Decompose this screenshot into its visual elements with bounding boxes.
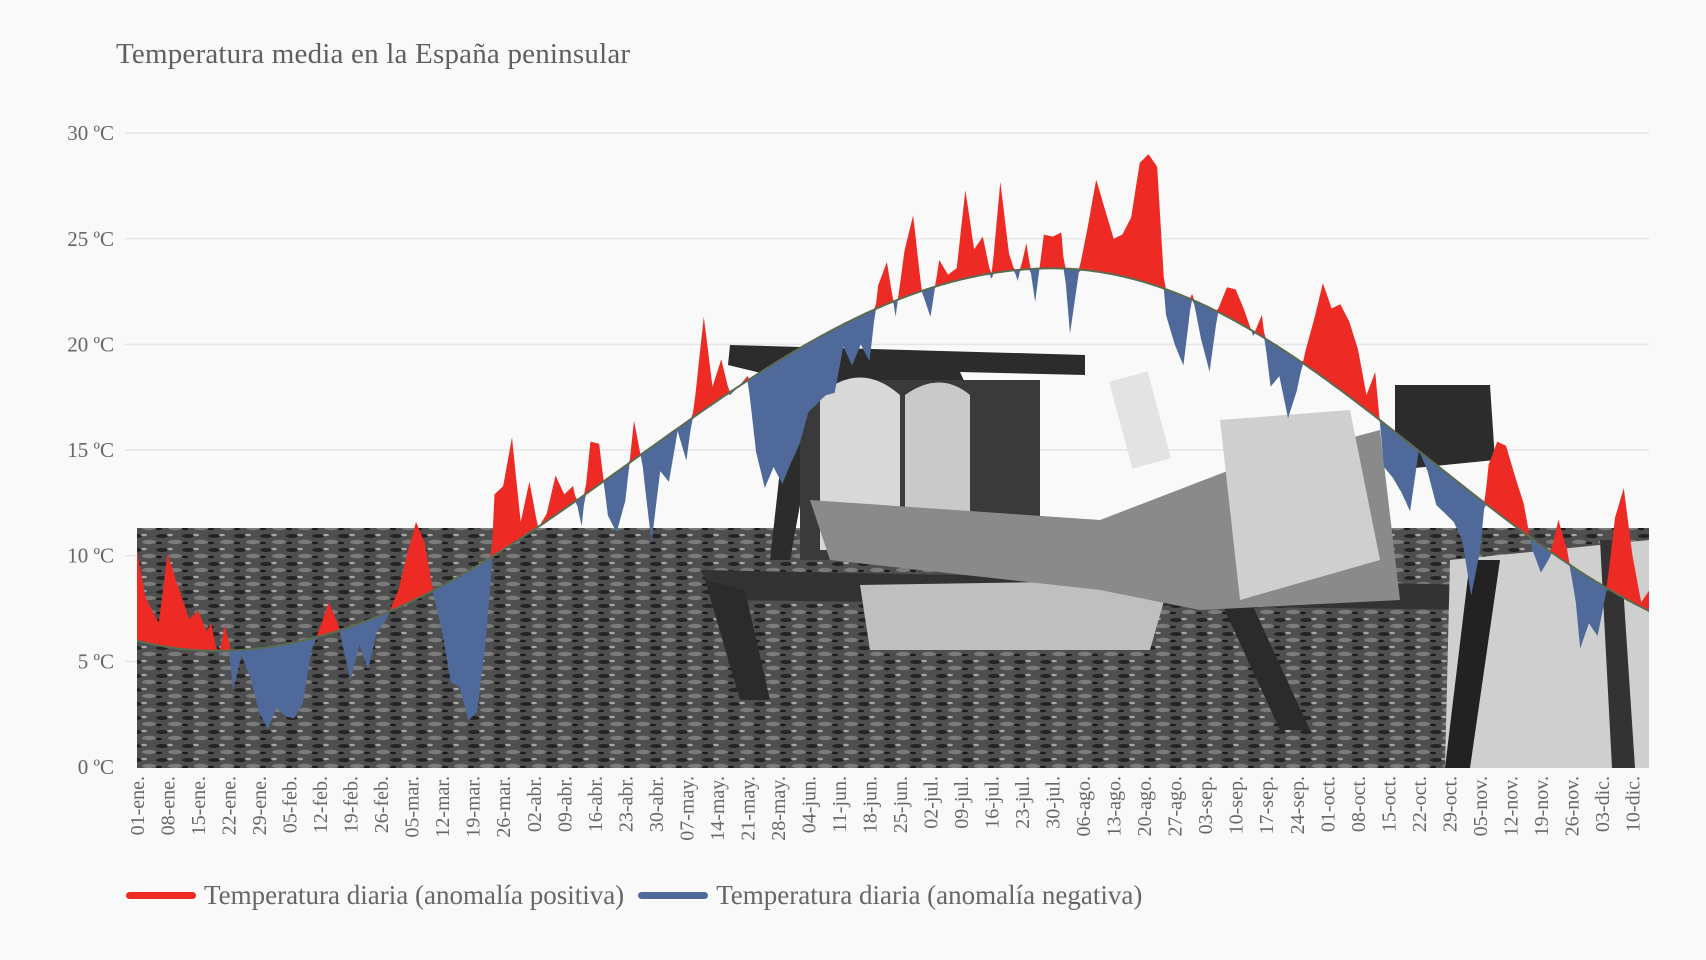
positive-anomaly-area <box>137 154 1649 651</box>
legend-item-positive[interactable]: Temperatura diaria (anomalía positiva) <box>126 880 624 911</box>
x-tick-label: 02-abr. <box>524 776 546 832</box>
x-tick-label: 28-may. <box>768 776 790 841</box>
legend-swatch-negative <box>638 892 709 899</box>
x-tick-label: 08-ene. <box>158 776 180 835</box>
y-axis: 0 ºC 5 ºC 10 ºC 15 ºC 20 ºC 25 ºC 30 ºC <box>67 121 114 779</box>
y-tick-label: 20 ºC <box>67 332 114 356</box>
x-tick-label: 09-jul. <box>951 776 973 829</box>
x-tick-label: 05-feb. <box>280 776 302 833</box>
x-tick-label: 08-oct. <box>1348 776 1370 832</box>
x-tick-label: 12-mar. <box>432 776 454 838</box>
legend-swatch-positive <box>126 892 196 899</box>
x-tick-label: 15-oct. <box>1378 776 1400 832</box>
x-tick-label: 23-abr. <box>615 776 637 832</box>
x-tick-label: 12-feb. <box>310 776 332 833</box>
x-tick-label: 30-abr. <box>646 776 668 832</box>
x-tick-label: 04-jun. <box>798 776 820 833</box>
legend-label-positive: Temperatura diaria (anomalía positiva) <box>204 880 625 910</box>
x-tick-label: 10-sep. <box>1226 776 1248 834</box>
x-tick-label: 26-nov. <box>1561 776 1583 836</box>
y-tick-label: 0 ºC <box>78 755 114 779</box>
x-tick-label: 03-dic. <box>1592 776 1614 832</box>
x-tick-label: 30-jul. <box>1043 776 1065 829</box>
x-tick-label: 01-oct. <box>1317 776 1339 832</box>
x-tick-label: 17-sep. <box>1256 776 1278 834</box>
x-tick-label: 01-ene. <box>127 776 149 835</box>
y-tick-label: 5 ºC <box>78 649 114 673</box>
x-tick-label: 19-feb. <box>341 776 363 833</box>
x-tick-label: 05-mar. <box>402 776 424 838</box>
x-tick-label: 10-dic. <box>1622 776 1644 832</box>
x-tick-label: 24-sep. <box>1287 776 1309 834</box>
x-tick-label: 03-sep. <box>1195 776 1217 834</box>
x-axis: 01-ene. 08-ene. 15-ene. 22-ene. 29-ene. 05-fe… <box>127 776 1644 841</box>
x-tick-label: 07-may. <box>676 776 698 841</box>
x-tick-label: 12-nov. <box>1500 776 1522 836</box>
x-tick-label: 26-feb. <box>371 776 393 833</box>
x-tick-label: 22-oct. <box>1409 776 1431 832</box>
x-tick-label: 27-ago. <box>1165 776 1187 837</box>
x-tick-label: 21-may. <box>737 776 759 841</box>
y-tick-label: 30 ºC <box>67 121 114 145</box>
x-tick-label: 13-ago. <box>1104 776 1126 837</box>
x-tick-label: 15-ene. <box>188 776 210 835</box>
chart-title: Temperatura media en la España peninsula… <box>116 38 631 70</box>
x-tick-label: 16-abr. <box>585 776 607 832</box>
x-tick-label: 25-jun. <box>890 776 912 833</box>
x-tick-label: 14-may. <box>707 776 729 841</box>
legend: Temperatura diaria (anomalía positiva) T… <box>126 880 1156 911</box>
beach-photo-background <box>137 345 1649 768</box>
x-tick-label: 19-mar. <box>463 776 485 838</box>
x-tick-label: 11-jun. <box>829 776 851 832</box>
x-tick-label: 18-jun. <box>859 776 881 833</box>
x-tick-label: 19-nov. <box>1531 776 1553 836</box>
x-tick-label: 05-nov. <box>1470 776 1492 836</box>
x-tick-label: 22-ene. <box>219 776 241 835</box>
x-tick-label: 20-ago. <box>1134 776 1156 837</box>
y-tick-label: 25 ºC <box>67 227 114 251</box>
x-tick-label: 29-ene. <box>249 776 271 835</box>
normal-temperature-line <box>137 267 1649 652</box>
x-tick-label: 23-jul. <box>1012 776 1034 829</box>
x-tick-label: 29-oct. <box>1439 776 1461 832</box>
legend-item-negative[interactable]: Temperatura diaria (anomalía negativa) <box>638 880 1142 911</box>
negative-anomaly-area <box>137 268 1649 729</box>
y-tick-label: 10 ºC <box>67 544 114 568</box>
x-tick-label: 26-mar. <box>493 776 515 838</box>
x-tick-label: 02-jul. <box>921 776 943 829</box>
x-tick-label: 06-ago. <box>1073 776 1095 837</box>
legend-label-negative: Temperatura diaria (anomalía negativa) <box>716 880 1143 910</box>
x-tick-label: 16-jul. <box>982 776 1004 829</box>
y-tick-label: 15 ºC <box>67 438 114 462</box>
x-tick-label: 09-abr. <box>554 776 576 832</box>
